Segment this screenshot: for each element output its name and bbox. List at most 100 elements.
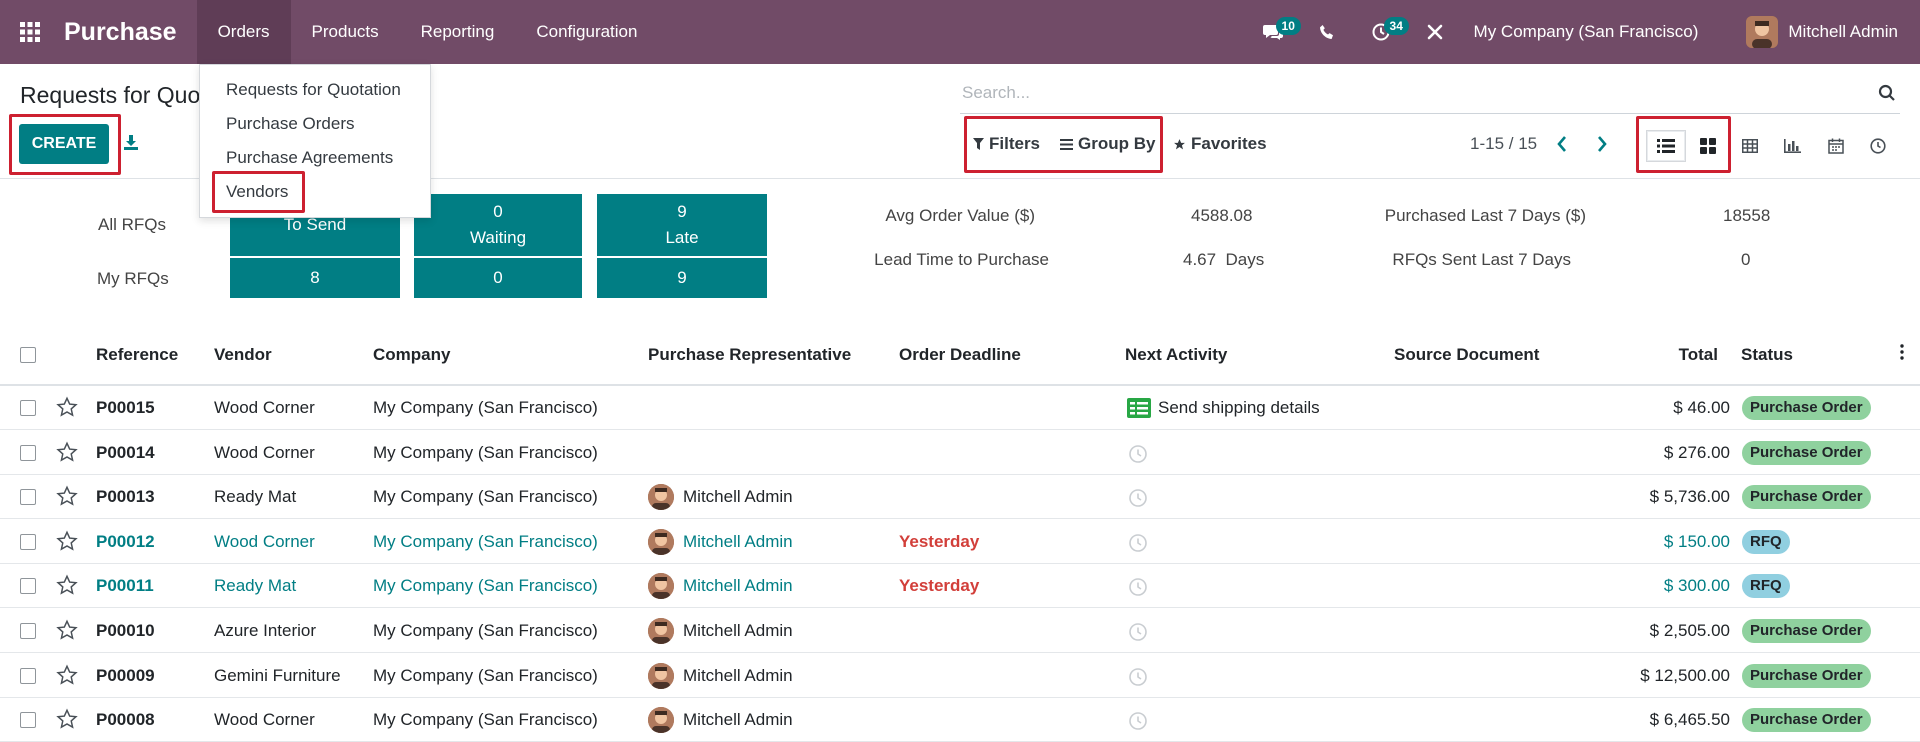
column-vendor[interactable]: Vendor — [214, 345, 272, 364]
order-company: My Company (San Francisco) — [373, 665, 598, 685]
favorite-star-icon[interactable] — [56, 441, 78, 463]
order-reference: P00009 — [96, 665, 155, 685]
chevron-left-icon — [1557, 136, 1566, 152]
debug-tools-button[interactable] — [1408, 0, 1462, 64]
order-vendor: Gemini Furniture — [214, 665, 341, 685]
app-brand[interactable]: Purchase — [64, 17, 177, 46]
row-checkbox[interactable] — [20, 712, 36, 729]
search-bar[interactable]: Search... — [960, 78, 1900, 114]
pager-next-button[interactable] — [1596, 134, 1608, 154]
menu-item-purchase-orders[interactable]: Purchase Orders — [226, 114, 355, 133]
column-source-document[interactable]: Source Document — [1394, 345, 1540, 364]
list-view-button[interactable] — [1646, 130, 1686, 162]
bar-chart-icon — [1783, 139, 1801, 153]
order-company: My Company (San Francisco) — [373, 487, 598, 507]
activity-clock-icon[interactable] — [1128, 488, 1148, 508]
activity-clock-icon[interactable] — [1128, 622, 1148, 642]
row-checkbox[interactable] — [20, 623, 36, 639]
favorite-star-icon[interactable] — [56, 708, 78, 730]
create-button[interactable]: CREATE — [19, 124, 109, 164]
representative-avatar — [648, 528, 674, 555]
row-checkbox[interactable] — [20, 489, 36, 506]
favorite-star-icon[interactable] — [56, 530, 78, 552]
activity-clock-icon[interactable] — [1128, 711, 1148, 731]
apps-menu-icon[interactable] — [0, 0, 60, 64]
status-badge: RFQ — [1742, 574, 1790, 599]
activity-view-button[interactable] — [1858, 130, 1898, 162]
graph-view-button[interactable] — [1772, 130, 1812, 162]
favorites-button[interactable]: Favorites — [1173, 134, 1267, 154]
tile-my-waiting[interactable]: 0 — [414, 258, 582, 298]
tile-all-waiting[interactable]: 0 Waiting — [414, 194, 582, 256]
table-row[interactable]: P00015 Wood Corner My Company (San Francis… — [0, 386, 1920, 430]
select-all-checkbox[interactable] — [20, 347, 36, 363]
calendar-view-button[interactable] — [1816, 130, 1856, 162]
table-row[interactable]: P00011 Ready Mat My Company (San Francisco… — [0, 564, 1920, 609]
menu-item-requests-for-quotation[interactable]: Requests for Quotation — [226, 80, 401, 99]
favorite-star-icon[interactable] — [56, 485, 78, 507]
table-row[interactable]: P00010 Azure Interior My Company (San Fran… — [0, 609, 1920, 653]
pager-value[interactable]: 1-15 / 15 — [1470, 134, 1538, 153]
activities-button[interactable]: 34 — [1354, 0, 1409, 64]
user-menu[interactable]: Mitchell Admin — [1746, 16, 1920, 48]
column-purchase-representative[interactable]: Purchase Representative — [648, 345, 852, 364]
kanban-view-button[interactable] — [1688, 130, 1728, 162]
user-name: Mitchell Admin — [1788, 22, 1898, 41]
next-activity[interactable]: Send shipping details — [1158, 398, 1320, 417]
group-by-button[interactable]: Group By — [1060, 134, 1155, 154]
search-icon[interactable] — [1878, 84, 1896, 102]
table-row[interactable]: P00008 Wood Corner My Company (San Francis… — [0, 698, 1920, 742]
company-switcher[interactable]: My Company (San Francisco) — [1473, 22, 1699, 41]
filter-icon — [973, 138, 984, 150]
menu-item-vendors[interactable]: Vendors — [226, 182, 289, 201]
table-header-divider — [0, 384, 1920, 386]
phone-button[interactable] — [1300, 0, 1354, 64]
favorite-star-icon[interactable] — [56, 396, 78, 418]
column-order-deadline[interactable]: Order Deadline — [899, 345, 1021, 364]
menu-products[interactable]: Products — [311, 22, 379, 41]
activity-todo-icon[interactable] — [1127, 398, 1151, 418]
phone-icon — [1319, 25, 1333, 39]
order-total: $ 150.00 — [1663, 531, 1730, 551]
pivot-view-button[interactable] — [1730, 130, 1770, 162]
download-button[interactable] — [122, 134, 140, 152]
pager-previous-button[interactable] — [1556, 134, 1568, 154]
filters-button[interactable]: Filters — [973, 134, 1040, 154]
menu-reporting[interactable]: Reporting — [420, 22, 495, 41]
table-row[interactable]: P00012 Wood Corner My Company (San Francis… — [0, 520, 1920, 564]
favorite-star-icon[interactable] — [56, 619, 78, 641]
column-reference[interactable]: Reference — [96, 345, 179, 364]
table-row[interactable]: P00013 Ready Mat My Company (San Francisco… — [0, 475, 1920, 520]
order-company: My Company (San Francisco) — [373, 576, 598, 596]
activity-clock-icon[interactable] — [1128, 444, 1148, 464]
messages-button[interactable]: 10 — [1246, 0, 1301, 64]
list-view-icon — [1657, 139, 1675, 153]
tile-all-late[interactable]: 9 Late — [597, 194, 767, 256]
table-row[interactable]: P00009 Gemini Furniture My Company (San Fr… — [0, 654, 1920, 698]
menu-item-purchase-agreements[interactable]: Purchase Agreements — [226, 148, 394, 167]
column-total[interactable]: Total — [1678, 345, 1718, 364]
list-lines-icon — [1060, 138, 1073, 150]
column-status[interactable]: Status — [1741, 345, 1793, 364]
column-next-activity[interactable]: Next Activity — [1125, 345, 1228, 364]
activity-clock-icon[interactable] — [1128, 533, 1148, 553]
column-company[interactable]: Company — [373, 345, 451, 364]
row-checkbox[interactable] — [20, 444, 36, 461]
tile-my-to-send[interactable]: 8 — [230, 258, 400, 298]
tile-my-late[interactable]: 9 — [597, 258, 767, 298]
search-input[interactable]: Search... — [962, 83, 1031, 102]
status-badge: Purchase Order — [1742, 396, 1871, 420]
menu-orders[interactable]: Orders — [196, 0, 291, 64]
row-checkbox[interactable] — [20, 667, 36, 684]
menu-configuration[interactable]: Configuration — [536, 22, 638, 41]
order-vendor: Ready Mat — [214, 576, 297, 596]
table-row[interactable]: P00014 Wood Corner My Company (San Francis… — [0, 431, 1920, 475]
row-checkbox[interactable] — [20, 400, 36, 416]
favorite-star-icon[interactable] — [56, 664, 78, 686]
favorite-star-icon[interactable] — [56, 574, 78, 596]
activity-clock-icon[interactable] — [1128, 577, 1148, 597]
activity-clock-icon[interactable] — [1128, 667, 1148, 687]
row-checkbox[interactable] — [20, 533, 36, 550]
optional-columns-button[interactable] — [1900, 344, 1904, 360]
row-checkbox[interactable] — [20, 578, 36, 595]
